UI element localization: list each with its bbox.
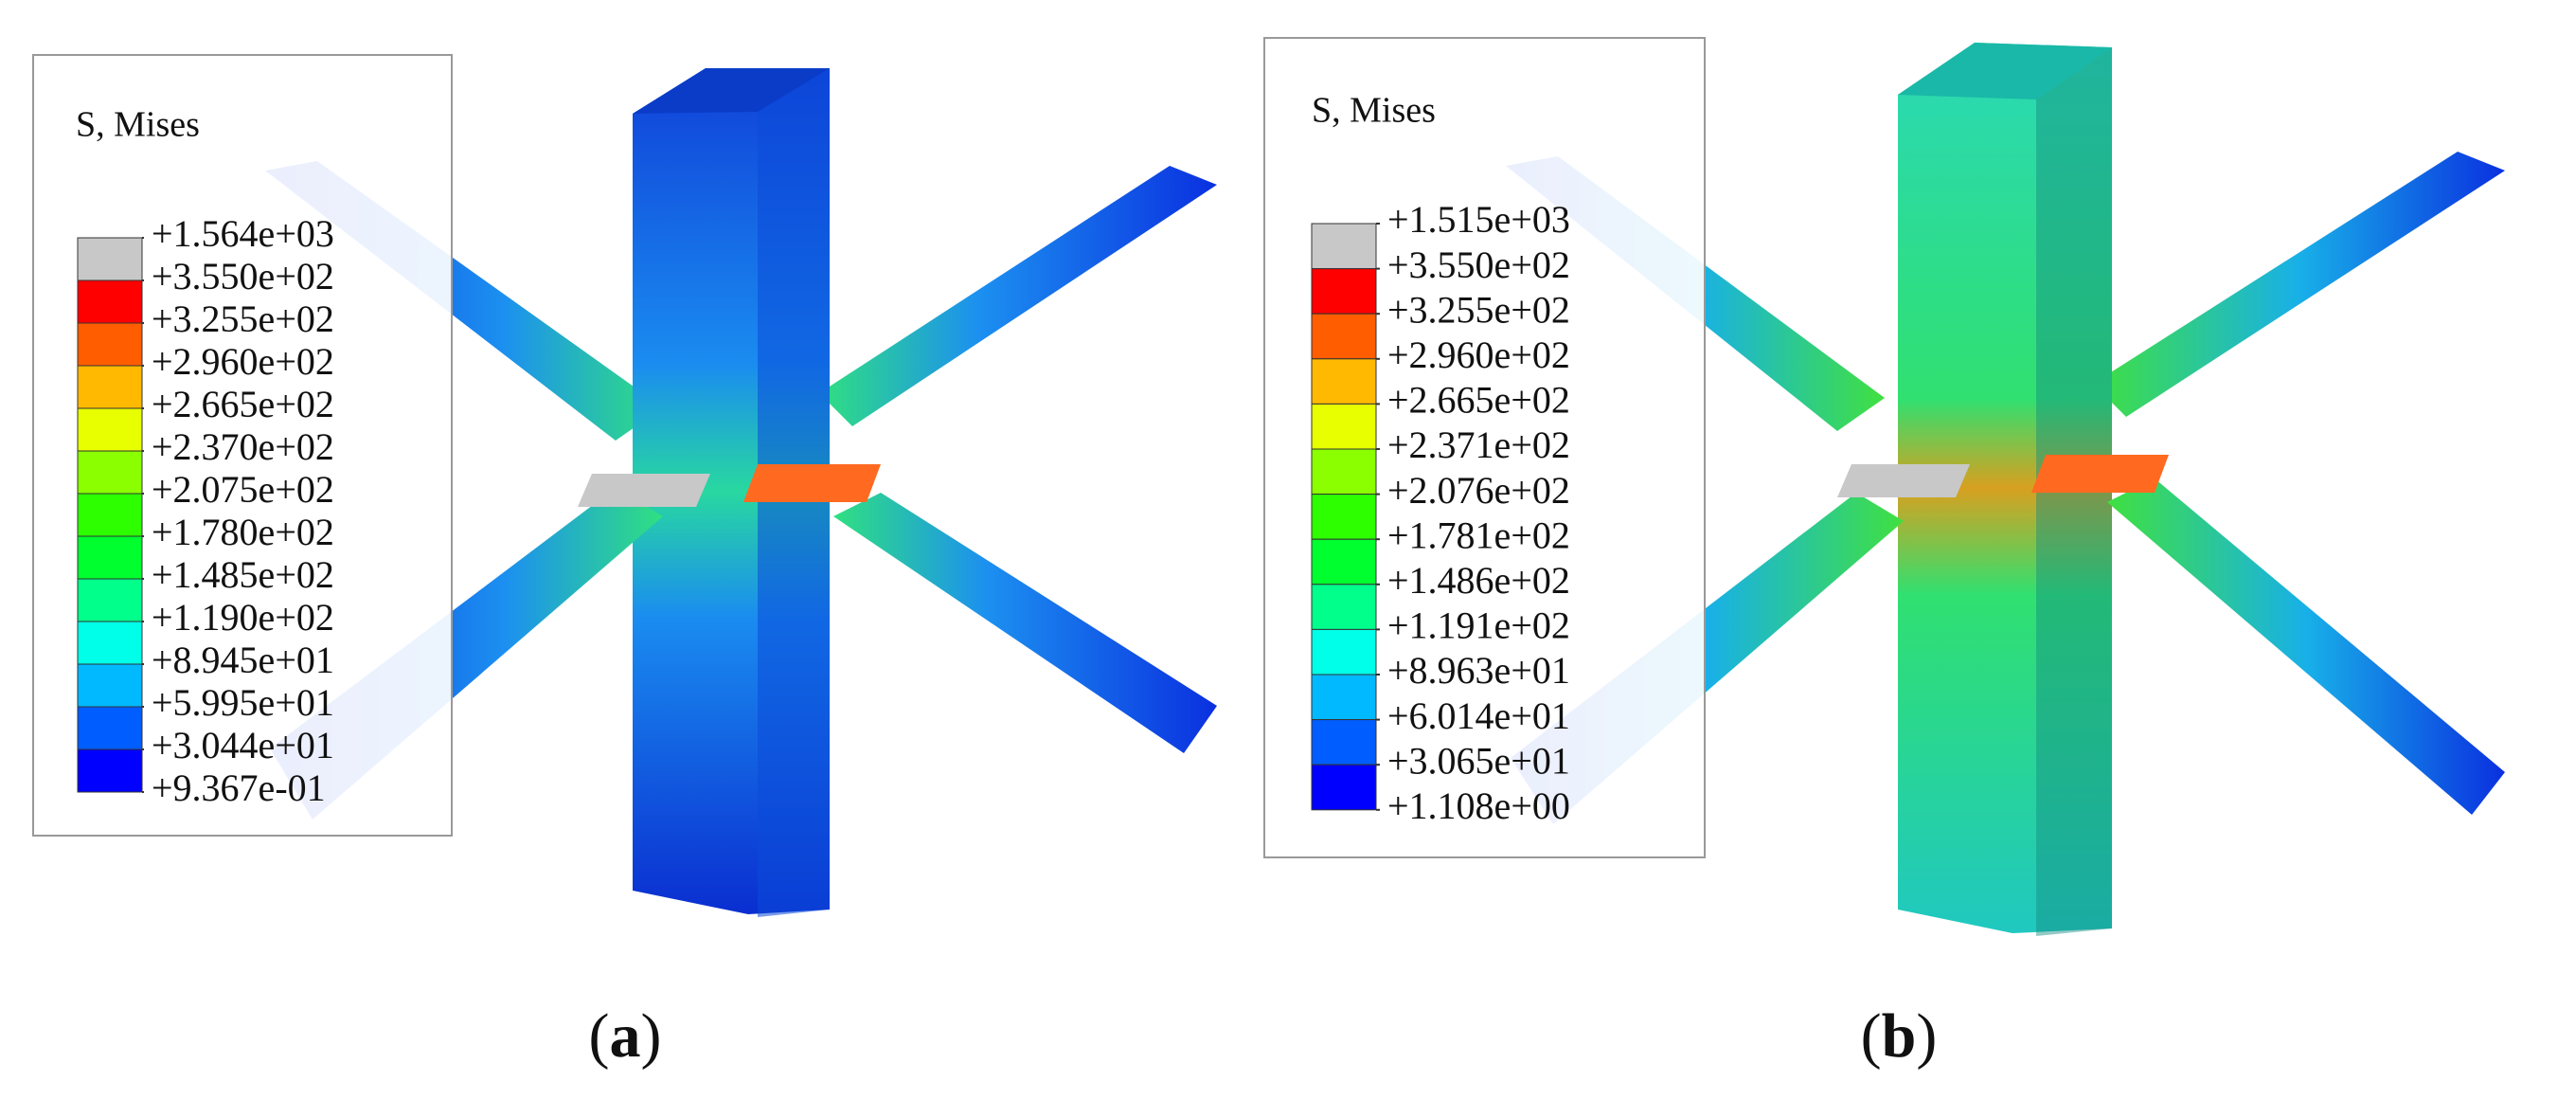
legend-swatch [77, 407, 143, 452]
legend-swatch [77, 748, 143, 793]
legend-swatch [77, 450, 143, 495]
legend-label: +2.960e+02 [1387, 333, 1570, 376]
beam [2093, 152, 2505, 417]
legend-label: +3.255e+02 [1387, 288, 1570, 331]
legend-label: +1.191e+02 [1387, 604, 1570, 647]
legend-label: +9.367e-01 [152, 766, 326, 809]
legend-swatch [77, 535, 143, 580]
legend-swatch [1311, 494, 1377, 540]
legend-label: +6.014e+01 [1387, 694, 1570, 737]
legend-label: +1.515e+03 [1387, 198, 1570, 241]
panel-label-part: ) [641, 1001, 662, 1071]
beam [819, 166, 1217, 426]
legend-swatch [77, 621, 143, 665]
panel-label-part: ) [1916, 1001, 1937, 1071]
column [1898, 43, 2112, 933]
beam [2107, 478, 2505, 815]
legend-label: +2.665e+02 [152, 383, 334, 425]
model-a [265, 68, 1217, 917]
plate [2031, 455, 2169, 493]
legend-swatch [1311, 584, 1377, 630]
legend-swatch [1311, 358, 1377, 405]
column-top [1898, 43, 2112, 99]
legend-label: +2.371e+02 [1387, 423, 1570, 466]
model-b [1506, 43, 2505, 936]
legend-swatch [1311, 674, 1377, 721]
legend-swatch [1311, 628, 1377, 676]
legend-swatch [1311, 268, 1377, 315]
legend-label: +1.485e+02 [152, 553, 334, 596]
legend-label: +3.550e+02 [152, 255, 334, 297]
legend-swatch [77, 279, 143, 324]
plate [743, 464, 881, 502]
panel-label-part: ( [1861, 1001, 1882, 1071]
panel-label: (b) [1861, 1001, 1938, 1071]
legend-label: +8.945e+01 [152, 639, 334, 681]
legend-label: +3.550e+02 [1387, 243, 1570, 286]
legend-label: +1.564e+03 [152, 212, 334, 255]
legend-label: +2.960e+02 [152, 340, 334, 383]
panel-label: (a) [589, 1001, 662, 1071]
beam [833, 493, 1217, 753]
legend-label: +3.044e+01 [152, 724, 334, 766]
legend-swatch [1311, 538, 1377, 586]
legend-label: +1.486e+02 [1387, 559, 1570, 602]
legend-swatch [77, 365, 143, 409]
legend-swatch [1311, 448, 1377, 495]
legend-label: +3.255e+02 [152, 297, 334, 340]
legend-label: +8.963e+01 [1387, 649, 1570, 692]
panel-label-part: ( [589, 1001, 610, 1071]
legend-label: +5.995e+01 [152, 681, 334, 724]
legend-swatch [1311, 719, 1377, 766]
legend-label: +1.190e+02 [152, 596, 334, 639]
panel-label-part: a [610, 1001, 641, 1071]
legend-title: S, Mises [76, 105, 200, 145]
legend-title: S, Mises [1312, 91, 1436, 131]
legend-label: +2.370e+02 [152, 425, 334, 468]
legend-swatch [1311, 223, 1377, 270]
legend-swatch [1311, 313, 1377, 360]
legend-swatch [77, 237, 143, 281]
legend-swatch [77, 322, 143, 367]
legend-label: +1.781e+02 [1387, 513, 1570, 556]
legend-swatch [77, 663, 143, 708]
legend: S, Mises+1.515e+03+3.550e+02+3.255e+02+2… [1263, 37, 1706, 858]
legend-label: +2.075e+02 [152, 468, 334, 511]
legend: S, Mises+1.564e+03+3.550e+02+3.255e+02+2… [32, 54, 453, 837]
legend-swatch [77, 578, 143, 622]
legend-label: +2.076e+02 [1387, 469, 1570, 512]
legend-swatch [1311, 764, 1377, 811]
legend-label: +2.665e+02 [1387, 379, 1570, 422]
legend-swatch [1311, 403, 1377, 450]
legend-swatch [77, 493, 143, 537]
column-top [633, 68, 830, 114]
panel-label-part: b [1882, 1001, 1917, 1071]
plate [578, 474, 710, 507]
legend-label: +1.780e+02 [152, 511, 334, 553]
legend-label: +3.065e+01 [1387, 739, 1570, 782]
legend-swatch [77, 706, 143, 750]
legend-label: +1.108e+00 [1387, 784, 1570, 827]
plate [1837, 464, 1970, 497]
